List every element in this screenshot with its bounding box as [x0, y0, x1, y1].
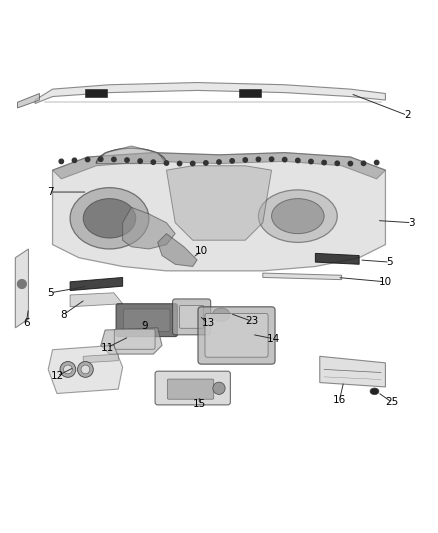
- FancyBboxPatch shape: [116, 304, 177, 336]
- Polygon shape: [15, 249, 28, 328]
- Circle shape: [217, 160, 221, 164]
- Polygon shape: [315, 253, 359, 264]
- Polygon shape: [96, 146, 166, 164]
- Circle shape: [81, 365, 90, 374]
- Text: 2: 2: [404, 110, 411, 120]
- Text: 6: 6: [23, 318, 30, 328]
- Text: 12: 12: [50, 371, 64, 381]
- Circle shape: [125, 158, 129, 162]
- Text: 16: 16: [333, 395, 346, 405]
- Circle shape: [230, 159, 234, 163]
- FancyBboxPatch shape: [124, 309, 170, 332]
- Circle shape: [335, 161, 339, 166]
- Circle shape: [18, 280, 26, 288]
- Text: 10: 10: [195, 246, 208, 256]
- Text: 23: 23: [245, 316, 258, 326]
- Text: 5: 5: [386, 257, 393, 267]
- Polygon shape: [158, 233, 197, 266]
- Text: 3: 3: [408, 217, 415, 228]
- Circle shape: [213, 382, 225, 394]
- Text: 10: 10: [379, 277, 392, 287]
- Circle shape: [374, 160, 379, 165]
- Circle shape: [256, 157, 261, 161]
- FancyBboxPatch shape: [180, 305, 204, 328]
- Text: 5: 5: [47, 288, 54, 298]
- Circle shape: [164, 161, 169, 165]
- Polygon shape: [320, 356, 385, 387]
- Text: 15: 15: [193, 399, 206, 409]
- Circle shape: [78, 361, 93, 377]
- Circle shape: [64, 365, 72, 374]
- Circle shape: [361, 161, 366, 165]
- FancyBboxPatch shape: [205, 313, 268, 357]
- Text: 25: 25: [385, 397, 399, 407]
- Circle shape: [283, 157, 287, 162]
- Polygon shape: [53, 152, 385, 271]
- Circle shape: [269, 157, 274, 161]
- FancyBboxPatch shape: [114, 329, 155, 349]
- Circle shape: [151, 160, 155, 164]
- Text: 7: 7: [47, 187, 54, 197]
- Circle shape: [60, 361, 76, 377]
- FancyBboxPatch shape: [198, 307, 275, 364]
- Circle shape: [112, 157, 116, 161]
- FancyBboxPatch shape: [167, 379, 214, 399]
- Circle shape: [309, 159, 313, 164]
- Circle shape: [322, 160, 326, 165]
- Ellipse shape: [370, 388, 379, 394]
- Circle shape: [348, 161, 353, 166]
- Text: 11: 11: [101, 343, 114, 352]
- Circle shape: [138, 159, 142, 163]
- FancyBboxPatch shape: [155, 371, 230, 405]
- Polygon shape: [70, 278, 123, 290]
- Ellipse shape: [83, 199, 136, 238]
- Text: 9: 9: [141, 321, 148, 330]
- Circle shape: [72, 158, 77, 163]
- Polygon shape: [53, 152, 385, 179]
- Polygon shape: [123, 207, 175, 249]
- Polygon shape: [35, 83, 385, 103]
- Ellipse shape: [258, 190, 337, 243]
- Circle shape: [204, 161, 208, 165]
- Polygon shape: [70, 293, 123, 307]
- Circle shape: [296, 158, 300, 163]
- Text: 13: 13: [201, 318, 215, 328]
- Circle shape: [191, 161, 195, 166]
- Circle shape: [59, 159, 64, 164]
- Polygon shape: [48, 345, 123, 393]
- FancyBboxPatch shape: [239, 88, 261, 96]
- Polygon shape: [166, 166, 272, 240]
- Ellipse shape: [70, 188, 149, 249]
- Polygon shape: [83, 354, 118, 363]
- Polygon shape: [18, 93, 39, 108]
- FancyBboxPatch shape: [85, 88, 107, 96]
- Circle shape: [99, 157, 103, 161]
- Circle shape: [177, 161, 182, 166]
- Ellipse shape: [212, 308, 230, 321]
- FancyBboxPatch shape: [173, 299, 211, 335]
- Text: 14: 14: [267, 334, 280, 344]
- Polygon shape: [263, 273, 342, 280]
- Text: 8: 8: [60, 310, 67, 320]
- Ellipse shape: [272, 199, 324, 233]
- Polygon shape: [101, 328, 162, 354]
- Circle shape: [243, 158, 247, 162]
- Circle shape: [85, 157, 90, 161]
